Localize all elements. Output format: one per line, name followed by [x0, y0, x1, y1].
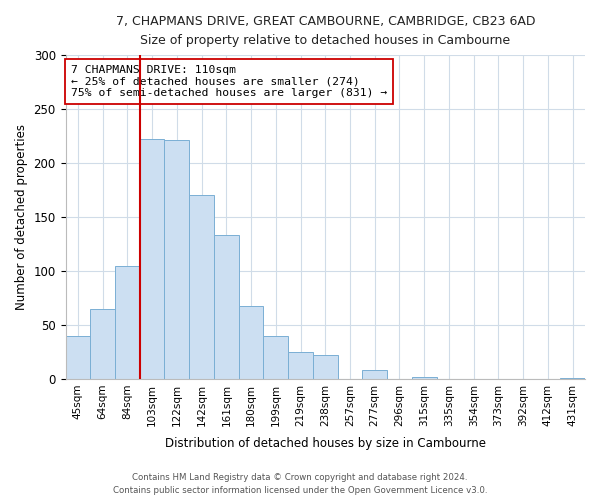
Bar	[313, 355, 338, 379]
Bar	[412, 376, 437, 379]
Bar	[115, 266, 140, 379]
Bar	[189, 196, 214, 379]
Bar	[164, 140, 189, 379]
Bar	[263, 336, 288, 379]
Bar	[239, 306, 263, 379]
Title: 7, CHAPMANS DRIVE, GREAT CAMBOURNE, CAMBRIDGE, CB23 6AD
Size of property relativ: 7, CHAPMANS DRIVE, GREAT CAMBOURNE, CAMB…	[116, 15, 535, 47]
Bar	[362, 370, 387, 379]
Text: Contains HM Land Registry data © Crown copyright and database right 2024.
Contai: Contains HM Land Registry data © Crown c…	[113, 474, 487, 495]
Bar	[90, 308, 115, 379]
Bar	[288, 352, 313, 379]
Bar	[140, 140, 164, 379]
Text: 7 CHAPMANS DRIVE: 110sqm
← 25% of detached houses are smaller (274)
75% of semi-: 7 CHAPMANS DRIVE: 110sqm ← 25% of detach…	[71, 65, 387, 98]
Y-axis label: Number of detached properties: Number of detached properties	[15, 124, 28, 310]
X-axis label: Distribution of detached houses by size in Cambourne: Distribution of detached houses by size …	[165, 437, 486, 450]
Bar	[560, 378, 585, 379]
Bar	[65, 336, 90, 379]
Bar	[214, 236, 239, 379]
